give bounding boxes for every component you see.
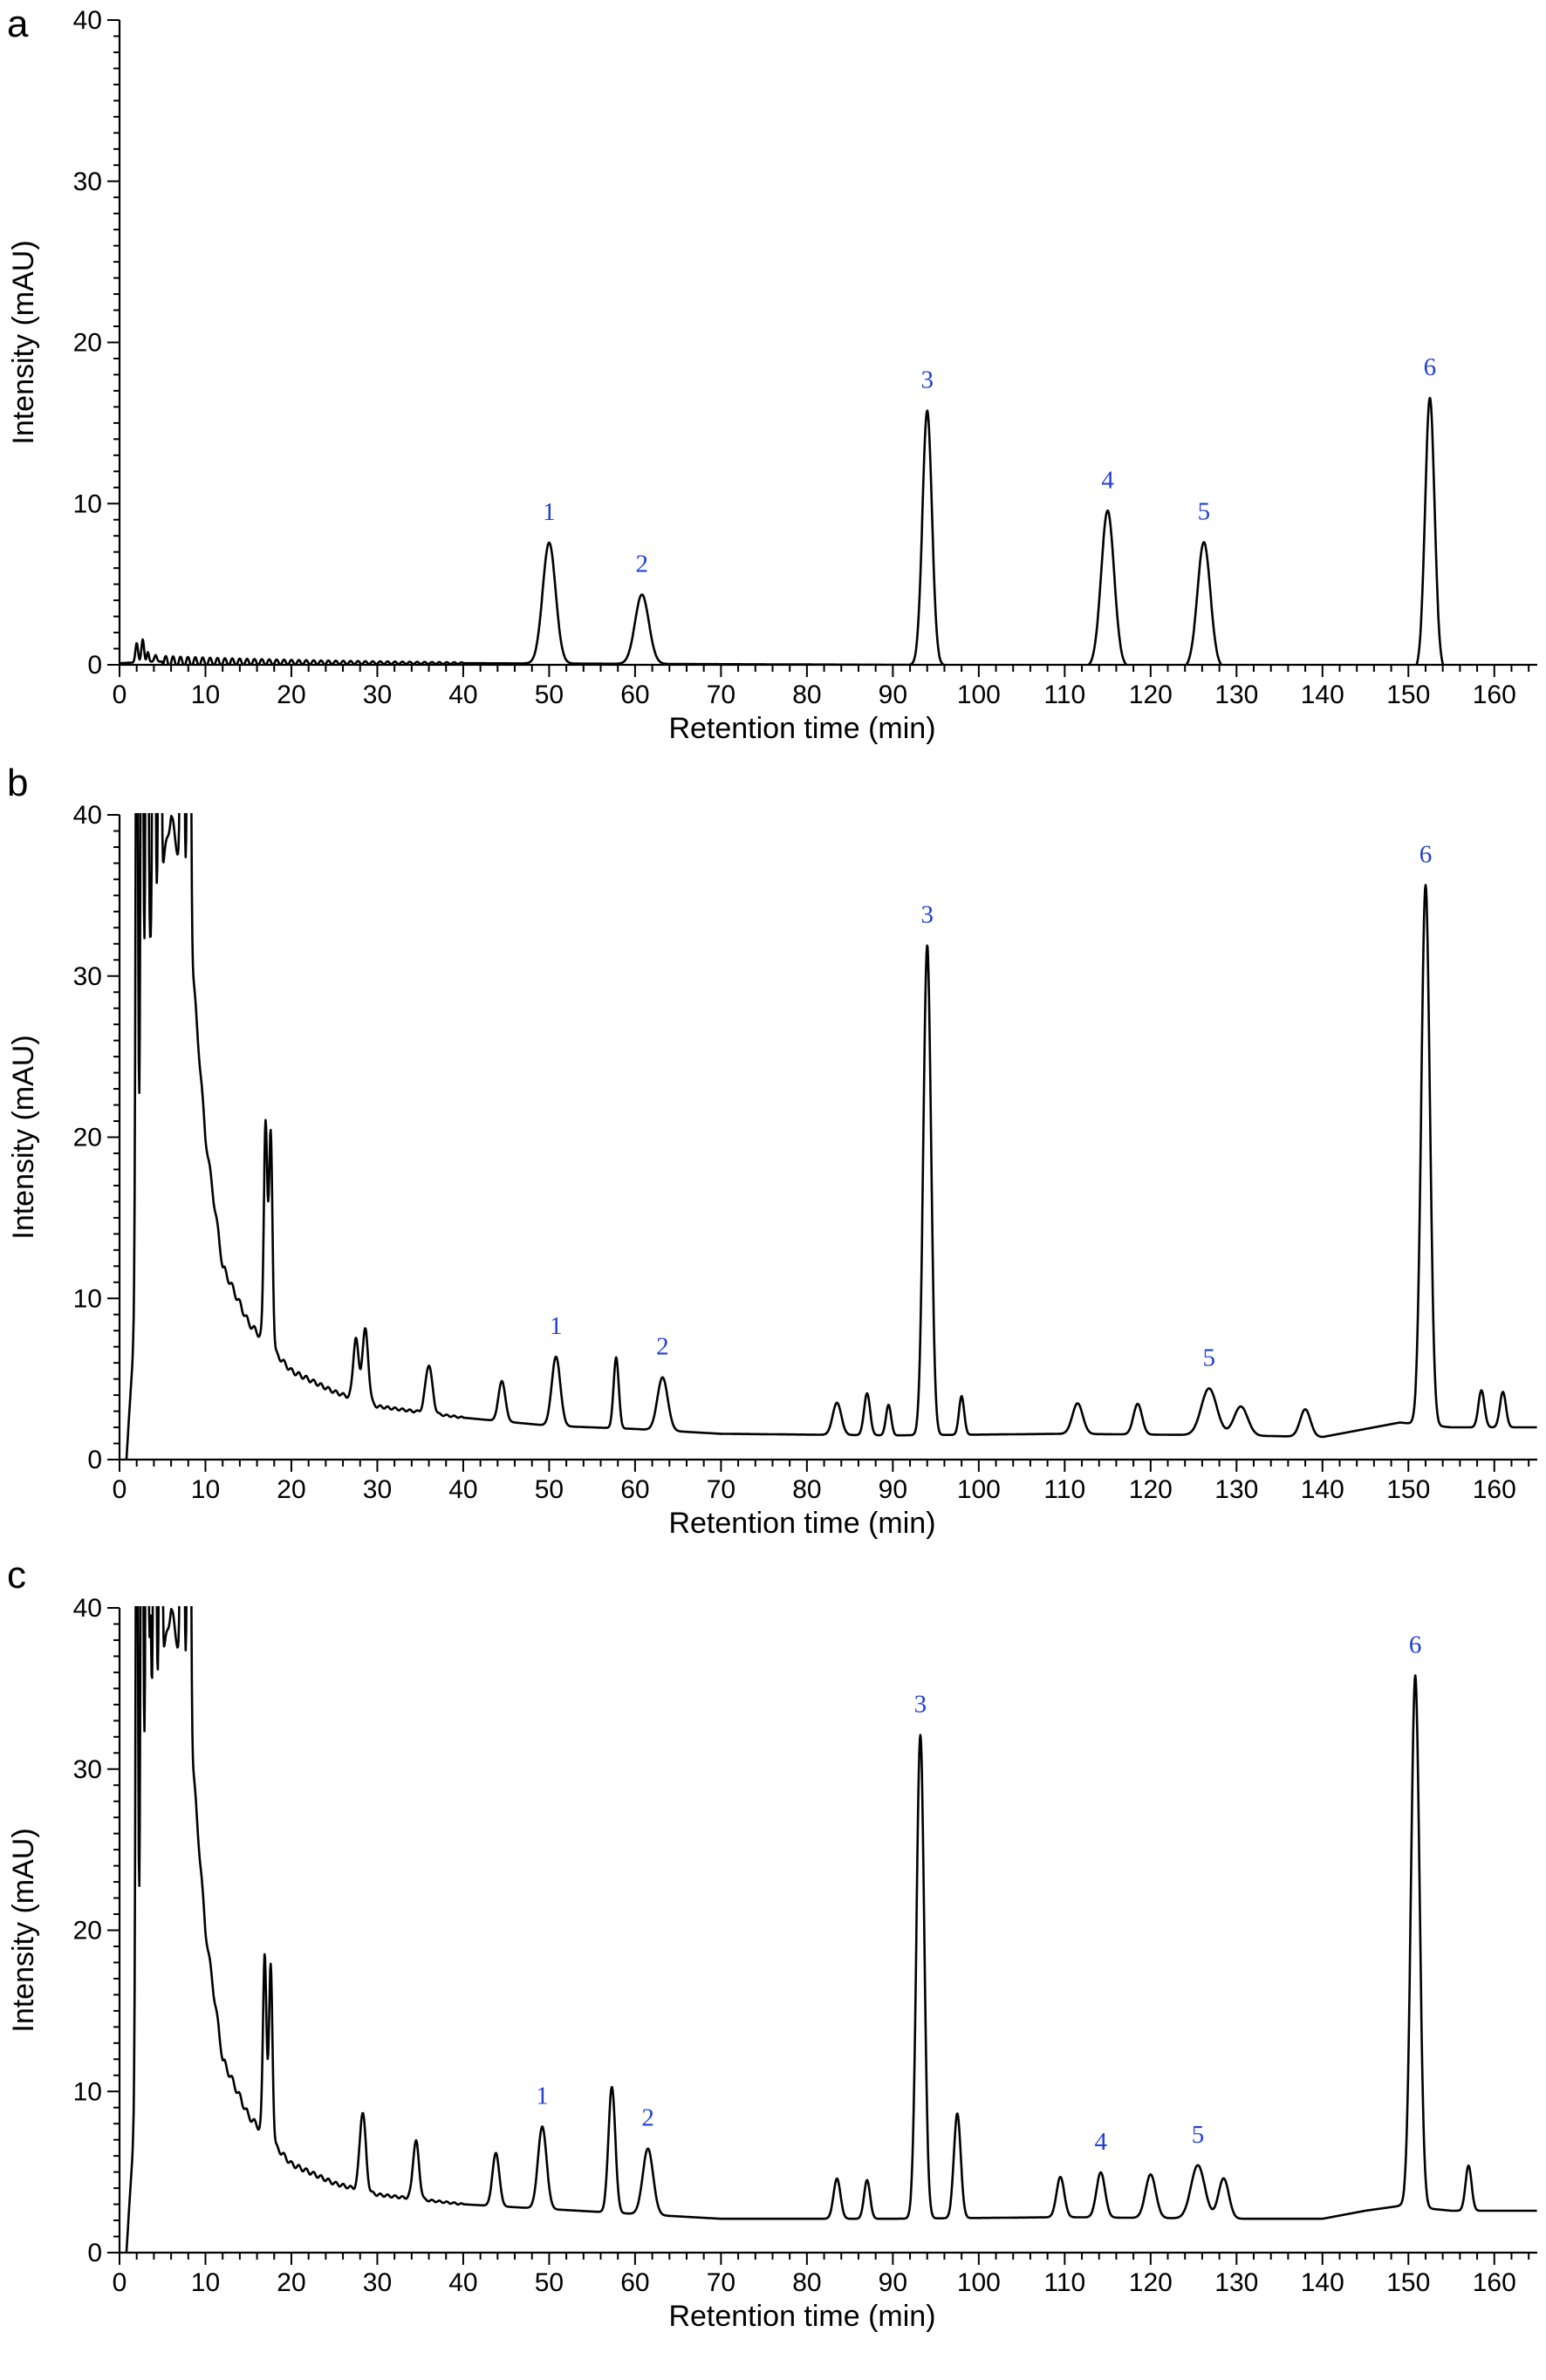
peak-label-4: 4 xyxy=(1101,466,1114,494)
x-axis-title: Retention time (min) xyxy=(668,2300,935,2333)
x-tick-label: 50 xyxy=(535,1475,564,1504)
x-tick-label: 50 xyxy=(535,680,564,709)
peak-label-6: 6 xyxy=(1409,1631,1422,1658)
x-tick-label: 130 xyxy=(1214,1475,1258,1504)
peak-label-4: 4 xyxy=(1094,2128,1107,2156)
peak-label-3: 3 xyxy=(921,900,934,928)
y-axis-title: Intensity (mAU) xyxy=(7,1035,40,1239)
x-tick-label: 130 xyxy=(1214,680,1258,709)
x-tick-label: 40 xyxy=(448,680,477,709)
x-tick-label: 60 xyxy=(620,2268,649,2297)
x-tick-label: 150 xyxy=(1386,2268,1430,2297)
y-tick-label: 0 xyxy=(87,2239,102,2267)
x-tick-label: 80 xyxy=(792,1475,821,1504)
y-tick-label: 0 xyxy=(87,651,102,680)
x-tick-label: 160 xyxy=(1473,1475,1516,1504)
x-tick-label: 150 xyxy=(1386,1475,1430,1504)
peak-label-5: 5 xyxy=(1198,497,1211,525)
peak-label-5: 5 xyxy=(1203,1344,1216,1371)
x-tick-label: 20 xyxy=(277,2268,305,2297)
x-tick-label: 0 xyxy=(113,2268,127,2297)
x-tick-label: 0 xyxy=(113,680,127,709)
x-tick-label: 90 xyxy=(879,2268,907,2297)
chromatogram-trace xyxy=(120,396,1445,665)
x-tick-label: 10 xyxy=(191,1475,220,1504)
x-tick-label: 100 xyxy=(957,680,1001,709)
x-tick-label: 40 xyxy=(448,2268,477,2297)
chromatogram-trace xyxy=(125,813,1537,1460)
x-tick-label: 120 xyxy=(1129,2268,1173,2297)
x-tick-label: 60 xyxy=(620,680,649,709)
peak-label-5: 5 xyxy=(1192,2121,1205,2149)
x-tick-label: 20 xyxy=(277,680,305,709)
y-tick-label: 40 xyxy=(73,1594,102,1623)
x-tick-label: 120 xyxy=(1129,1475,1173,1504)
x-axis-title: Retention time (min) xyxy=(668,1507,935,1540)
x-tick-label: 120 xyxy=(1129,680,1173,709)
y-tick-label: 20 xyxy=(73,1124,102,1152)
peak-label-2: 2 xyxy=(636,550,649,578)
y-tick-label: 20 xyxy=(73,329,102,358)
x-tick-label: 60 xyxy=(620,1475,649,1504)
y-axis-title: Intensity (mAU) xyxy=(7,240,40,444)
peak-label-1: 1 xyxy=(550,1312,563,1340)
x-tick-label: 70 xyxy=(707,1475,735,1504)
x-tick-label: 20 xyxy=(277,1475,305,1504)
x-tick-label: 30 xyxy=(363,2268,392,2297)
x-tick-label: 90 xyxy=(879,1475,907,1504)
x-tick-label: 110 xyxy=(1043,680,1085,709)
x-tick-label: 100 xyxy=(957,1475,1001,1504)
panel-letter: b xyxy=(7,762,28,804)
x-tick-label: 150 xyxy=(1386,680,1430,709)
x-tick-label: 140 xyxy=(1301,680,1344,709)
peak-label-1: 1 xyxy=(536,2082,549,2110)
y-tick-label: 40 xyxy=(73,801,102,830)
y-tick-label: 0 xyxy=(87,1446,102,1474)
peak-label-1: 1 xyxy=(543,498,556,526)
y-tick-label: 10 xyxy=(73,1284,102,1313)
peak-label-3: 3 xyxy=(921,366,934,393)
chromatogram-trace xyxy=(125,1606,1537,2253)
y-tick-label: 20 xyxy=(73,1917,102,1946)
y-tick-label: 40 xyxy=(73,6,102,35)
y-axis-title: Intensity (mAU) xyxy=(7,1828,40,2032)
x-tick-label: 30 xyxy=(363,1475,392,1504)
x-tick-label: 10 xyxy=(191,2268,220,2297)
x-tick-label: 10 xyxy=(191,680,220,709)
x-tick-label: 140 xyxy=(1301,1475,1344,1504)
x-tick-label: 80 xyxy=(792,680,821,709)
peak-label-6: 6 xyxy=(1419,840,1433,868)
peak-label-3: 3 xyxy=(914,1691,927,1719)
x-tick-label: 100 xyxy=(957,2268,1001,2297)
x-tick-label: 70 xyxy=(707,680,735,709)
panel-letter: a xyxy=(7,3,29,45)
x-tick-label: 160 xyxy=(1473,2268,1516,2297)
x-tick-label: 30 xyxy=(363,680,392,709)
x-tick-label: 110 xyxy=(1043,1475,1085,1504)
y-tick-label: 30 xyxy=(73,168,102,196)
x-tick-label: 140 xyxy=(1301,2268,1344,2297)
x-tick-label: 0 xyxy=(113,1475,127,1504)
x-tick-label: 70 xyxy=(707,2268,735,2297)
panel-letter: c xyxy=(7,1554,26,1597)
x-tick-label: 130 xyxy=(1214,2268,1258,2297)
x-tick-label: 110 xyxy=(1043,2268,1085,2297)
y-tick-label: 10 xyxy=(73,2077,102,2106)
x-tick-label: 160 xyxy=(1473,680,1516,709)
peak-label-6: 6 xyxy=(1424,353,1437,381)
x-tick-label: 80 xyxy=(792,2268,821,2297)
y-tick-label: 10 xyxy=(73,489,102,518)
x-tick-label: 90 xyxy=(879,680,907,709)
x-axis-title: Retention time (min) xyxy=(668,712,935,745)
peak-label-2: 2 xyxy=(641,2104,654,2132)
x-tick-label: 40 xyxy=(448,1475,477,1504)
x-tick-label: 50 xyxy=(535,2268,564,2297)
y-tick-label: 30 xyxy=(73,1755,102,1784)
y-tick-label: 30 xyxy=(73,962,102,991)
peak-label-2: 2 xyxy=(656,1333,669,1361)
